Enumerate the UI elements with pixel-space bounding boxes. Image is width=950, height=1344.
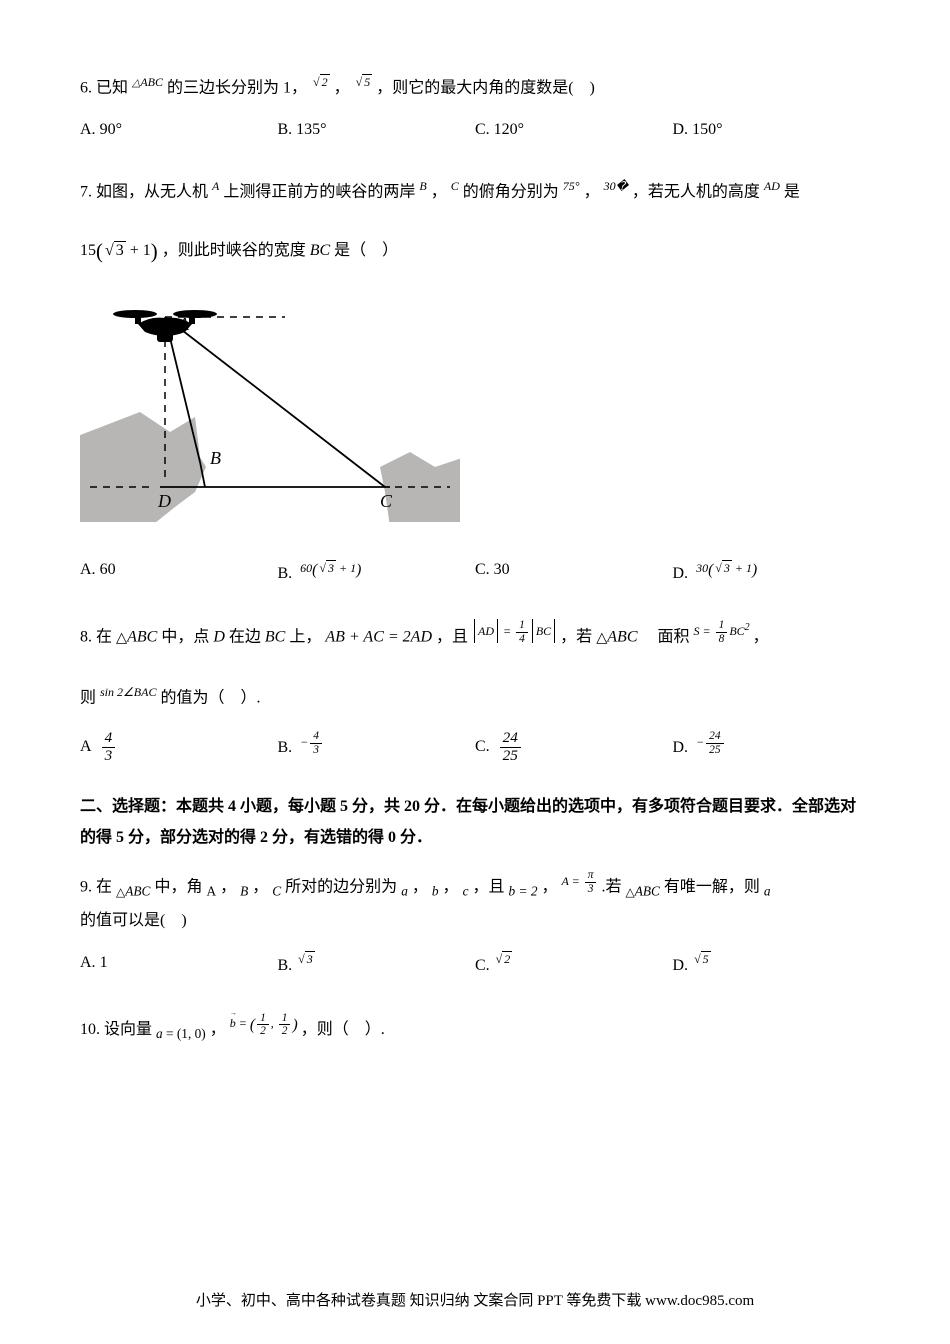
- q7-number: 7.: [80, 184, 92, 201]
- q6-text-c: ，: [334, 79, 350, 96]
- q9-opt-a: A.1: [80, 947, 278, 981]
- sqrt-icon: 3: [103, 235, 126, 267]
- question-10: 10. 设向量 a = (1, 0) ， b = (12, 12) ，则（ ）.: [80, 1010, 870, 1048]
- q7-line2: 15(3 + 1) ，则此时峡谷的宽度 BC 是（ ）: [80, 231, 870, 273]
- q6-text-a: 已知: [96, 79, 132, 96]
- sqrt-icon: 2: [311, 70, 330, 94]
- triangle-icon: [625, 884, 634, 899]
- q8-opt-a: A 43: [80, 730, 278, 764]
- q8-opt-d: D. −2425: [673, 730, 871, 764]
- q8-line2: 则 sin 2∠BAC 的值为（ ）.: [80, 680, 870, 714]
- drone-icon: [113, 310, 217, 342]
- q7-options: A.60 B. 60(3 + 1) C.30 D. 30(3 + 1): [80, 554, 870, 590]
- q10-number: 10.: [80, 1021, 100, 1038]
- q7-opt-a: A.60: [80, 554, 278, 590]
- triangle-icon: [116, 884, 125, 899]
- q6-options: A.90° B.135° C.120° D.150°: [80, 114, 870, 146]
- q8-options: A 43 B. −43 C. 2425 D. −2425: [80, 730, 870, 764]
- q9-opt-c: C.2: [475, 947, 673, 981]
- q6-opt-b: B.135°: [278, 114, 476, 146]
- q6-number: 6.: [80, 79, 92, 96]
- section-2-title: 二、选择题：本题共 4 小题，每小题 5 分，共 20 分．在每小题给出的选项中…: [80, 792, 870, 853]
- sqrt-icon: 3: [317, 556, 336, 580]
- q6-opt-d: D.150°: [673, 114, 871, 146]
- q9-number: 9.: [80, 878, 92, 895]
- q6-text-b: 的三边长分别为 1，: [167, 79, 307, 96]
- q7-figure: A B C D: [80, 292, 870, 534]
- q8-opt-b: B. −43: [278, 730, 476, 764]
- fig-label-b: B: [210, 448, 221, 468]
- q6-opt-c: C.120°: [475, 114, 673, 146]
- question-7: 7. 如图，从无人机 A 上测得正前方的峡谷的两岸 B ， C 的俯角分别为 7…: [80, 174, 870, 590]
- question-8: 8. 在 ABC 中，点 D 在边 BC 上， AB + AC = 2AD ，且…: [80, 618, 870, 764]
- fig-label-d: D: [157, 491, 171, 511]
- triangle-icon: [596, 629, 607, 646]
- q9-opt-b: B.3: [278, 947, 476, 981]
- q8-opt-c: C. 2425: [475, 730, 673, 764]
- q7-opt-b: B. 60(3 + 1): [278, 554, 476, 590]
- fig-label-a: A: [177, 314, 190, 334]
- q6-opt-a: A.90°: [80, 114, 278, 146]
- question-6: 6. 已知 ABC 的三边长分别为 1， 2 ， 5 ，则它的最大内角的度数是(…: [80, 70, 870, 146]
- fig-label-c: C: [380, 491, 393, 511]
- page-footer: 小学、初中、高中各种试卷真题 知识归纳 文案合同 PPT 等免费下载 www.d…: [0, 1289, 950, 1310]
- q9-opt-d: D.5: [673, 947, 871, 981]
- vector-arrow-icon: b: [230, 1011, 236, 1035]
- question-9: 9. 在 ABC 中，角 A ， B ， C 所对的边分别为 a ， b ， c…: [80, 869, 870, 982]
- sqrt-icon: 5: [354, 70, 373, 94]
- q6-tri: ABC: [140, 75, 163, 89]
- river-left: [80, 412, 206, 522]
- q9-options: A.1 B.3 C.2 D.5: [80, 947, 870, 981]
- sqrt-icon: 3: [296, 947, 315, 971]
- triangle-icon: [116, 629, 127, 646]
- q8-number: 8.: [80, 629, 92, 646]
- sqrt-icon: 2: [494, 947, 513, 971]
- q7-opt-c: C.30: [475, 554, 673, 590]
- sqrt-icon: 5: [692, 947, 711, 971]
- q6-text-d: ，则它的最大内角的度数是( ): [376, 79, 595, 96]
- q7-opt-d: D. 30(3 + 1): [673, 554, 871, 590]
- sqrt-icon: 3: [713, 556, 732, 580]
- q7-svg: A B C D: [80, 292, 460, 522]
